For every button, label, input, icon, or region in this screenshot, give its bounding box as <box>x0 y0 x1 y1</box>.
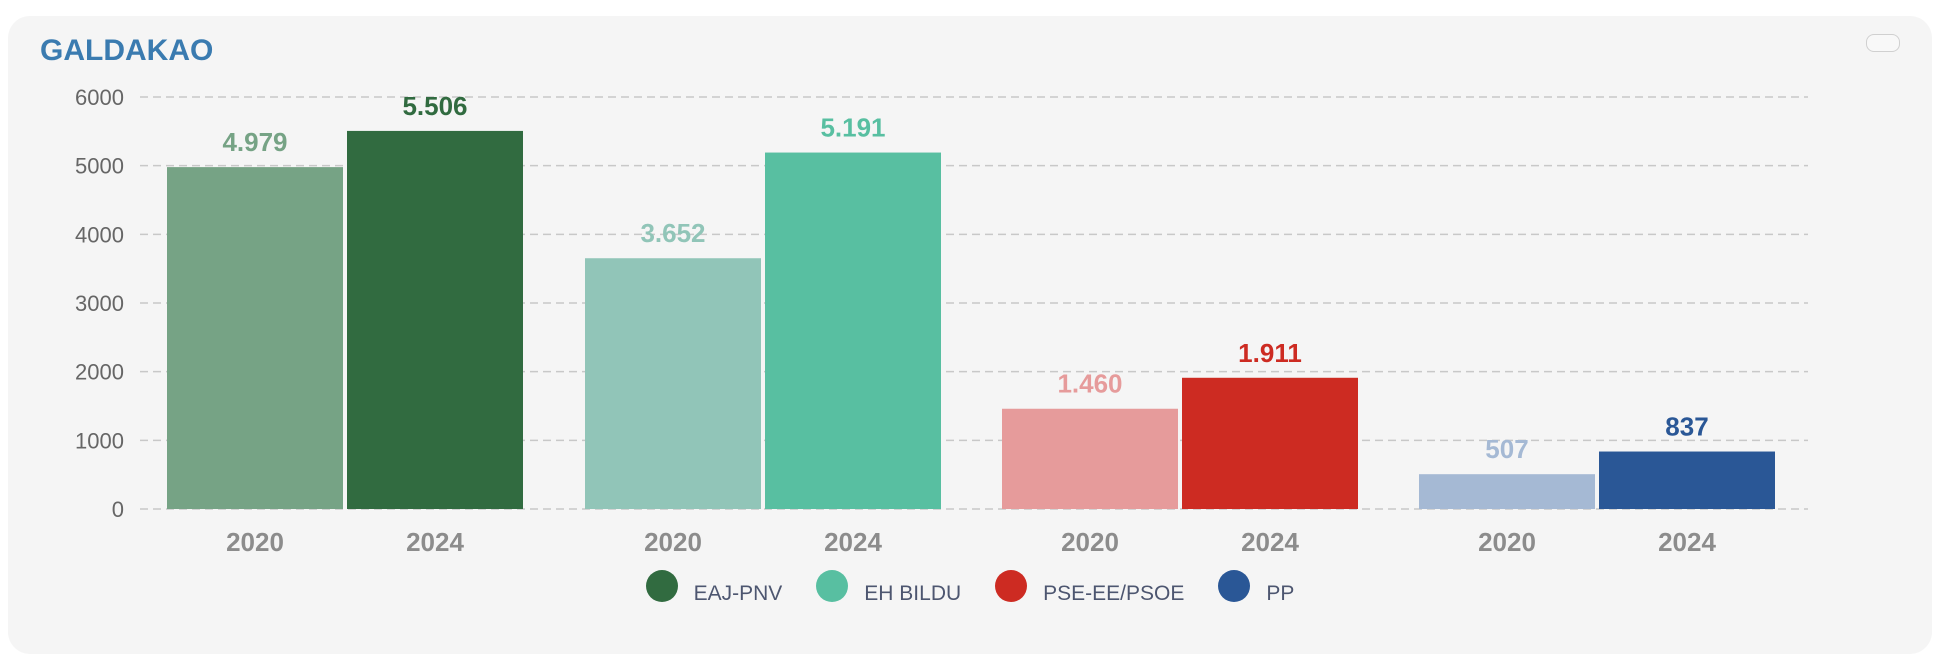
chart-card: GALDAKAO 0 1000 2000 3000 4000 5000 6000 4.979 2… <box>8 16 1932 654</box>
bar <box>585 258 761 509</box>
data-label: 507 <box>1485 434 1528 464</box>
x-tick-label: 2024 <box>824 527 882 557</box>
legend-label: EH BILDU <box>864 582 962 605</box>
data-label: 837 <box>1665 412 1708 442</box>
chart-legend: EAJ-PNV EH BILDU PSE-EE/PSOE PP <box>8 570 1932 610</box>
legend-swatch <box>816 570 849 602</box>
legend-swatch <box>1218 570 1251 602</box>
bar <box>1419 474 1595 509</box>
y-tick-label: 1000 <box>75 428 124 453</box>
bar-chart: 0 1000 2000 3000 4000 5000 6000 4.979 2020 5.506 2… <box>75 85 1808 557</box>
legend-swatch <box>645 570 678 602</box>
bar <box>1182 377 1358 509</box>
x-tick-label: 2020 <box>1478 527 1536 557</box>
data-label: 1.460 <box>1057 369 1122 399</box>
legend-item[interactable]: EAJ-PNV <box>645 570 783 610</box>
x-tick-label: 2020 <box>644 527 702 557</box>
data-label: 5.191 <box>820 113 885 143</box>
y-tick-label: 0 <box>112 497 124 522</box>
legend-item[interactable]: EH BILDU <box>816 570 962 610</box>
x-tick-label: 2024 <box>406 527 464 557</box>
legend-item[interactable]: PSE-EE/PSOE <box>995 570 1185 610</box>
data-label: 4.979 <box>222 127 287 157</box>
bar <box>1002 408 1178 509</box>
bar <box>765 152 941 509</box>
legend-label: EAJ-PNV <box>693 582 783 605</box>
y-tick-label: 3000 <box>75 291 124 316</box>
y-tick-label: 4000 <box>75 222 124 247</box>
legend-label: PSE-EE/PSOE <box>1043 582 1185 605</box>
legend-swatch <box>995 570 1028 602</box>
bar <box>1599 451 1775 509</box>
x-tick-label: 2020 <box>1061 527 1119 557</box>
y-tick-label: 6000 <box>75 85 124 110</box>
y-tick-label: 5000 <box>75 154 124 179</box>
bar <box>347 130 523 509</box>
legend-item[interactable]: PP <box>1218 570 1295 610</box>
chart-menu-button[interactable] <box>1866 34 1900 52</box>
legend-label: PP <box>1266 582 1295 605</box>
x-tick-label: 2024 <box>1658 527 1716 557</box>
data-label: 5.506 <box>402 91 467 121</box>
x-tick-label: 2020 <box>226 527 284 557</box>
y-tick-label: 2000 <box>75 360 124 385</box>
chart-title: GALDAKAO <box>40 34 214 67</box>
data-label: 1.911 <box>1238 338 1302 368</box>
data-label: 3.652 <box>640 218 705 248</box>
x-tick-label: 2024 <box>1241 527 1299 557</box>
bar <box>167 167 343 509</box>
